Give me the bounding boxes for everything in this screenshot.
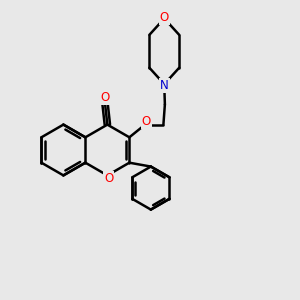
Text: O: O xyxy=(160,11,169,24)
Text: N: N xyxy=(160,79,169,92)
Text: O: O xyxy=(104,172,113,185)
Text: O: O xyxy=(142,115,151,128)
Text: O: O xyxy=(100,91,109,104)
